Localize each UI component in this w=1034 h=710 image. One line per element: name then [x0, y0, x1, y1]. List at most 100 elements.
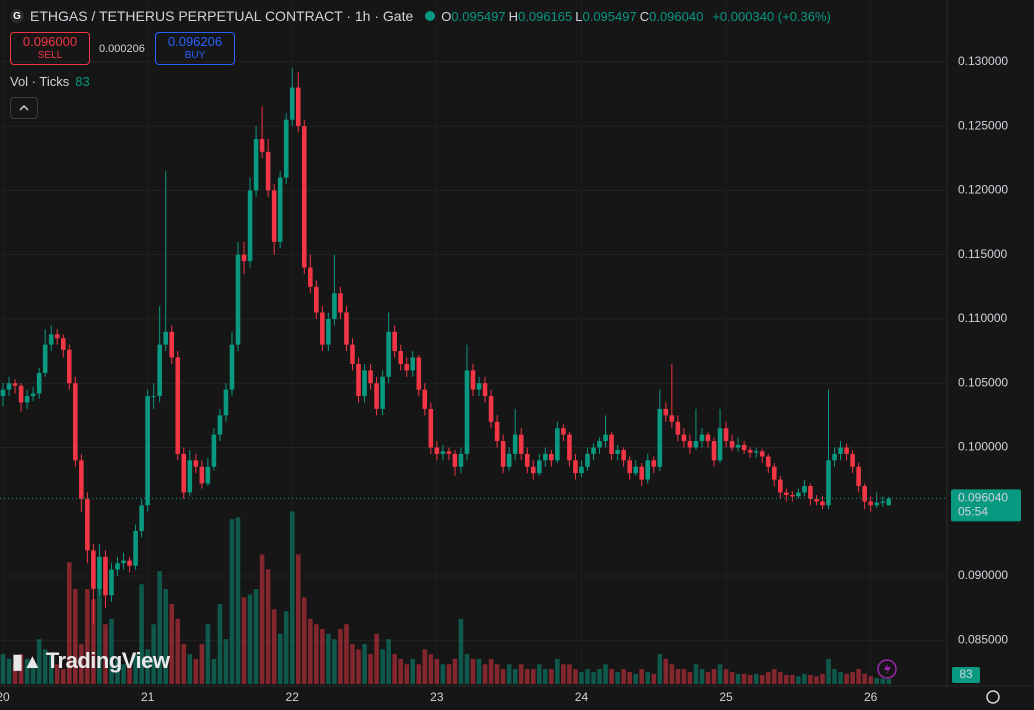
volume-bar	[374, 633, 379, 684]
buy-label[interactable]: BUY	[184, 50, 206, 61]
volume-bar	[470, 658, 476, 684]
candle-body	[856, 466, 861, 487]
candle-body	[579, 466, 584, 474]
brand-logo: ▮▲ TradingView	[12, 648, 170, 673]
volume-bar	[753, 673, 759, 684]
candle-body	[320, 312, 325, 345]
candle-body	[217, 415, 223, 435]
x-tick-label: 26	[864, 690, 878, 704]
buy-price[interactable]: 0.096206	[167, 34, 223, 49]
volume-bar	[886, 679, 892, 684]
candle-body	[356, 363, 361, 397]
sell-button[interactable]: 0.096000 SELL	[10, 32, 90, 65]
y-tick-label: 0.085000	[958, 632, 1008, 646]
volume-bar	[856, 669, 861, 684]
candle-body	[12, 383, 18, 386]
volume-bar	[458, 618, 464, 684]
volume-bar	[36, 639, 42, 684]
volume-bar	[308, 618, 313, 684]
candle-body	[663, 408, 669, 416]
candle-body	[874, 502, 879, 506]
collapse-button[interactable]	[10, 97, 38, 119]
candle-body	[48, 334, 54, 345]
volume-bar	[283, 611, 289, 684]
volume-bar	[181, 643, 187, 684]
candle-body	[235, 254, 241, 345]
candle-body	[211, 434, 217, 467]
candle-body	[458, 453, 464, 467]
volume-bar	[633, 673, 638, 684]
candle-body	[808, 486, 813, 499]
candle-body	[699, 434, 705, 442]
volume-label-box	[952, 667, 980, 683]
candle-body	[314, 286, 319, 313]
candle-body	[103, 556, 108, 596]
volume-bar	[175, 618, 181, 684]
candle-body	[85, 498, 90, 551]
volume-bar	[103, 624, 108, 684]
candle-body	[241, 254, 247, 262]
candle-body	[338, 293, 343, 313]
candle-body	[735, 444, 741, 448]
candle-body	[6, 383, 12, 390]
volume-bar	[145, 649, 150, 684]
candle-body	[530, 466, 536, 474]
candle-body	[326, 318, 331, 345]
volume-bar	[314, 624, 319, 684]
volume-bar	[681, 669, 687, 684]
settings-icon	[986, 690, 1000, 704]
candle-body	[603, 434, 608, 442]
volume-bar	[868, 676, 873, 684]
candle-body	[404, 363, 410, 371]
y-tick-label: 0.090000	[958, 568, 1008, 582]
candle-body	[18, 385, 24, 403]
volume-bar	[567, 664, 572, 684]
volume-bar	[675, 669, 681, 684]
x-tick-label: 22	[286, 690, 300, 704]
volume-bar	[880, 678, 886, 684]
volume-bar	[850, 672, 855, 684]
volume-bar	[597, 669, 602, 684]
volume-bar	[814, 676, 819, 684]
volume-bar	[398, 658, 403, 684]
candle-body	[332, 293, 337, 319]
candle-body	[747, 450, 753, 453]
candle-body	[0, 389, 6, 397]
candle-body	[145, 396, 150, 506]
sell-price[interactable]: 0.096000	[22, 34, 78, 49]
candle-body	[717, 428, 723, 461]
volume-bar	[235, 517, 241, 684]
collapse-icon[interactable]	[11, 98, 37, 118]
candle-body	[729, 441, 735, 448]
spread: 0.000206	[99, 43, 145, 55]
volume-bar	[356, 649, 361, 684]
volume-bar	[573, 669, 578, 684]
x-tick-label: 23	[430, 690, 444, 704]
candle-body	[446, 451, 452, 454]
candle-body	[693, 441, 699, 448]
candle-body	[814, 498, 819, 502]
volume-bar	[778, 672, 783, 684]
candle-body	[771, 466, 777, 480]
volume-bar	[747, 675, 753, 684]
volume-bar	[693, 664, 699, 684]
candle-body	[434, 447, 440, 454]
candle-body	[398, 351, 403, 364]
candle-body	[880, 501, 886, 503]
volume-bar	[428, 654, 434, 684]
volume-bar	[663, 658, 669, 684]
volume-legend: Vol · Ticks 83	[10, 74, 90, 89]
candle-body	[350, 344, 355, 364]
volume-bar	[295, 554, 301, 684]
candle-body	[163, 331, 168, 345]
buy-button[interactable]: 0.096206 BUY	[155, 32, 235, 65]
candle-body	[705, 434, 711, 442]
y-tick-label: 0.110000	[958, 311, 1007, 325]
candle-body	[139, 505, 144, 532]
sell-label[interactable]: SELL	[37, 50, 63, 61]
candle-body	[277, 177, 283, 242]
volume-bar	[12, 664, 18, 684]
volume-bar	[651, 673, 657, 684]
candle-body	[681, 434, 687, 442]
candle-body	[850, 453, 855, 467]
